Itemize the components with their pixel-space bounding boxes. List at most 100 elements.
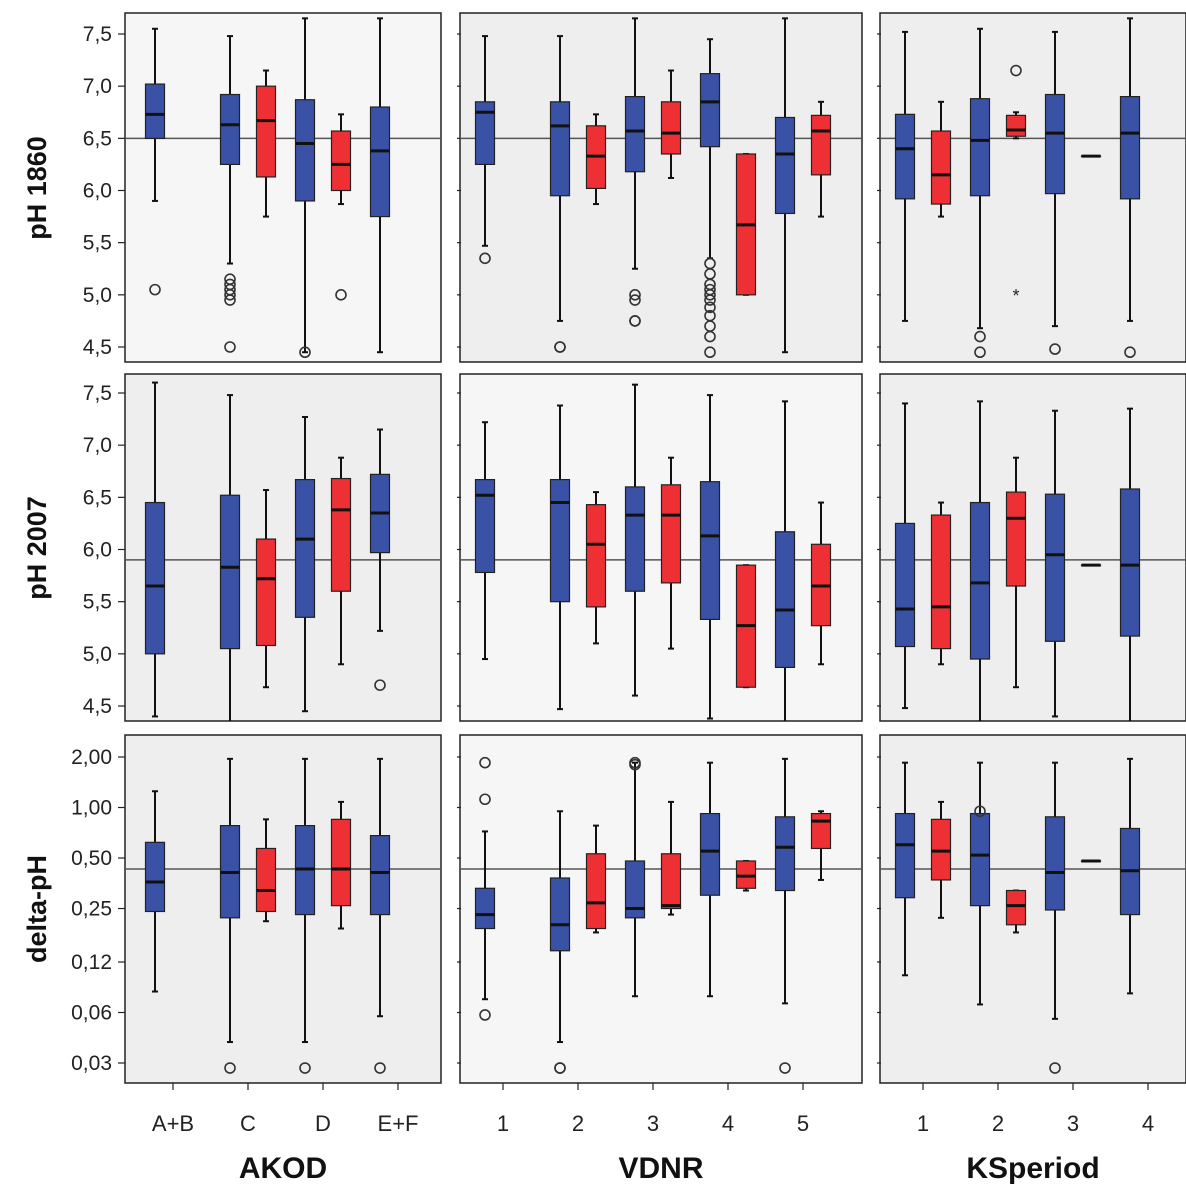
panel-0-1 — [459, 12, 863, 363]
y-tick-label: 7,0 — [83, 75, 112, 98]
box-red — [255, 489, 277, 689]
outlier-point — [1010, 64, 1022, 77]
box-red — [735, 859, 757, 892]
box-blue — [969, 761, 991, 1006]
box-blue — [1044, 761, 1066, 1074]
box-blue — [774, 17, 796, 354]
box-iqr — [660, 101, 682, 155]
box-iqr — [810, 812, 832, 850]
x-tick-label: 2 — [572, 1111, 584, 1136]
outlier-point — [149, 283, 161, 296]
panel-0-0 — [124, 12, 442, 363]
box-blue — [699, 761, 721, 998]
outlier-point — [554, 1062, 566, 1074]
box-iqr — [660, 484, 682, 584]
x-tick-label: 2 — [992, 1111, 1004, 1136]
box-iqr — [474, 478, 496, 574]
outlier-point — [1049, 1062, 1061, 1074]
y-tick-label: 4,5 — [83, 695, 112, 718]
y-tick-label: 6,0 — [83, 539, 112, 562]
x-tick-label: 1 — [917, 1111, 929, 1136]
box-blue — [219, 35, 241, 353]
outlier-point — [974, 346, 986, 359]
box-blue — [549, 810, 571, 1074]
y-tick-label: 7,5 — [83, 382, 112, 405]
box-blue — [1044, 30, 1066, 355]
box-iqr — [660, 853, 682, 910]
box-iqr — [1119, 488, 1141, 637]
outlier-point — [224, 294, 236, 306]
box-red — [810, 810, 832, 881]
row-axis-label: delta-pH — [22, 855, 52, 963]
box-iqr — [699, 481, 721, 621]
box-iqr — [585, 853, 607, 930]
box-blue — [144, 381, 166, 718]
outlier-point — [704, 330, 716, 343]
box-iqr — [330, 130, 352, 192]
x-tick-label: A+B — [152, 1111, 194, 1136]
extreme-point: * — [1012, 286, 1019, 306]
box-iqr — [255, 847, 277, 913]
box-red — [735, 152, 757, 296]
box-red — [585, 113, 607, 206]
box-red — [1005, 456, 1027, 689]
outlier-point — [224, 1062, 236, 1074]
outlier-point — [224, 289, 236, 301]
box-iqr — [219, 494, 241, 650]
box-blue — [774, 757, 796, 1074]
x-tick-label: 5 — [797, 1111, 809, 1136]
box-iqr — [624, 95, 646, 173]
box-iqr — [330, 477, 352, 592]
box-red: * — [1005, 64, 1027, 306]
y-tick-label: 7,5 — [83, 23, 112, 46]
outlier-point — [335, 289, 347, 301]
y-tick-label: 1,00 — [71, 797, 112, 820]
box-iqr — [774, 816, 796, 892]
panel-1-0 — [124, 373, 442, 722]
box-blue — [699, 394, 721, 720]
x-tick-label: 1 — [497, 1111, 509, 1136]
box-iqr — [1044, 93, 1066, 195]
outlier-point — [974, 805, 986, 818]
x-tick-label: 3 — [1067, 1111, 1079, 1136]
y-tick-label: 0,03 — [71, 1052, 112, 1075]
box-red — [255, 69, 277, 218]
outlier-point — [704, 294, 716, 306]
box-red — [735, 564, 757, 689]
box-iqr — [774, 531, 796, 668]
outlier-point — [479, 252, 491, 265]
y-tick-label: 5,5 — [83, 232, 112, 255]
box-iqr — [294, 99, 316, 202]
box-blue — [624, 17, 646, 327]
box-blue — [894, 30, 916, 322]
box-blue — [144, 790, 166, 993]
x-tick-label: D — [315, 1111, 331, 1136]
box-iqr — [255, 538, 277, 647]
box-iqr — [699, 812, 721, 896]
y-tick-label: 4,5 — [83, 336, 112, 359]
box-iqr — [1005, 114, 1027, 137]
y-tick-label: 0,25 — [71, 898, 112, 921]
box-blue — [369, 17, 391, 354]
box-blue — [1119, 17, 1141, 359]
outlier-point — [704, 289, 716, 301]
outlier-point — [629, 315, 641, 327]
column-axis-title: KSperiod — [966, 1152, 1099, 1185]
box-blue — [699, 38, 721, 359]
box-iqr — [474, 887, 496, 930]
outlier-point — [554, 341, 566, 353]
box-iqr — [1119, 95, 1141, 200]
outlier-point — [1124, 346, 1136, 359]
row-axis-label: pH 2007 — [22, 496, 52, 600]
box-iqr — [549, 478, 571, 603]
box-blue — [549, 404, 571, 711]
outlier-point — [704, 301, 716, 314]
box-blue — [894, 761, 916, 977]
box-iqr — [624, 860, 646, 919]
box-red — [1005, 889, 1027, 934]
box-iqr — [144, 501, 166, 655]
box-blue — [294, 415, 316, 713]
box-iqr — [255, 85, 277, 178]
box-red — [330, 456, 352, 666]
